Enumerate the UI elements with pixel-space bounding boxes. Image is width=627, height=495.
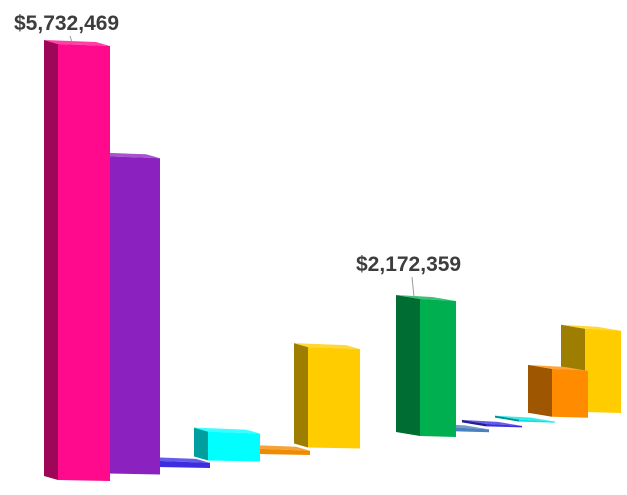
bar-2-1 [396,295,456,437]
bar-front-face [258,448,310,455]
bar-side-face [462,419,486,427]
bar-top-face [144,456,210,463]
bar-front-face [486,423,522,428]
bar-top-face [528,364,588,371]
callout-leader-group-1 [69,35,73,43]
bar-top-face [495,415,555,422]
bar-front-face [308,347,360,449]
bar-1-6 [294,343,360,449]
bar-front-face [453,427,489,433]
bar-top-face [194,427,260,434]
bar-2-5 [528,364,588,418]
bar-top-face [94,152,160,159]
bar-front-face [58,44,110,481]
value-label-group-2: $2,172,359 [356,253,461,276]
value-label-group-1: $5,732,469 [14,12,119,35]
bar-side-face [194,427,208,461]
bar-side-face [396,295,420,436]
bar-front-face [585,328,621,413]
bar-side-face [294,343,308,448]
bar-top-face [396,295,456,301]
bar-front-face [108,156,160,475]
bar-top-face [244,444,310,451]
bar-top-face [44,40,110,46]
bar-front-face [519,419,555,423]
bar-top-face [462,419,522,426]
bar-group-2 [396,295,621,437]
bar-1-4 [194,427,260,462]
callout-leader-group-2 [411,276,415,298]
bar-front-face [208,431,260,462]
bar-1-1 [44,40,110,481]
bars-layer [44,40,621,481]
bar-2-3 [462,419,522,428]
bar-front-face [552,368,588,418]
bar-group-1 [44,40,360,481]
bar-2-4 [495,415,555,423]
bar-side-face [495,415,519,422]
callouts-layer: $5,732,469 $2,172,359 [14,12,461,298]
bar-front-face [158,460,210,468]
bar-side-face [528,364,552,417]
bar-side-face [44,40,58,480]
bar-top-face [294,343,360,350]
bar-top-face [561,324,621,331]
bar-front-face [420,299,456,437]
